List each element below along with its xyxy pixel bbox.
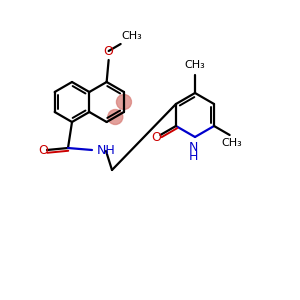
Text: O: O [38,143,48,157]
Circle shape [116,94,131,110]
Text: CH₃: CH₃ [222,137,243,148]
Text: CH₃: CH₃ [122,31,142,41]
Text: H: H [188,150,198,163]
Text: O: O [104,45,114,58]
Circle shape [108,110,123,124]
Text: NH: NH [97,143,116,157]
Text: N: N [188,141,198,154]
Text: CH₃: CH₃ [184,60,206,70]
Text: O: O [151,131,161,144]
